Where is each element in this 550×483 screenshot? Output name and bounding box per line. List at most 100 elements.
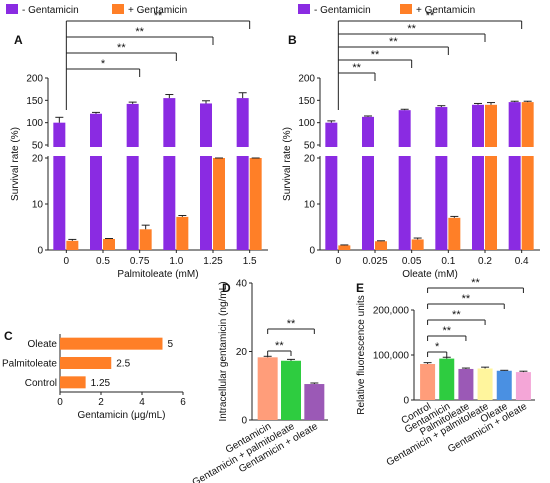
y-axis-label: Intracellular gentamicin (ng/mL) (218, 281, 229, 421)
bar (90, 113, 102, 250)
significance-label: ** (135, 26, 144, 38)
y-tick-label: 150 (26, 96, 43, 107)
significance-label: ** (389, 36, 398, 48)
y-tick-label: 100 (26, 118, 43, 129)
bar (103, 238, 115, 250)
y-tick-label: 0 (403, 396, 409, 407)
legend-label: - Gentamicin (314, 5, 371, 16)
data-label: 2.5 (116, 359, 130, 370)
bar (60, 357, 112, 369)
axis-break-band (49, 147, 269, 156)
significance-label: ** (352, 62, 361, 74)
y-tick-label: 20 (236, 347, 248, 358)
bar (375, 241, 387, 250)
y-tick-label: 20 (304, 154, 316, 165)
x-tick-label: 0 (57, 397, 63, 408)
y-tick-label: 10 (304, 200, 316, 211)
significance-label: ** (407, 23, 416, 35)
bar (126, 103, 139, 250)
bar (411, 239, 424, 250)
bar (496, 370, 512, 400)
bar (236, 98, 249, 250)
axis-break (44, 147, 52, 156)
y-axis-label: Survival rate (%) (10, 127, 21, 201)
bar (139, 229, 152, 250)
bar (66, 240, 79, 250)
panel-label: E (356, 281, 364, 295)
legend-label: - Gentamicin (22, 5, 79, 16)
bar (435, 107, 448, 251)
bar (485, 104, 497, 250)
bar (249, 158, 262, 250)
x-tick-label: 2 (98, 397, 104, 408)
y-tick-label: 40 (236, 279, 248, 290)
y-tick-label: 0 (309, 246, 315, 257)
panel-label: C (4, 329, 13, 343)
significance-label: * (435, 341, 440, 353)
significance-label: ** (426, 10, 435, 22)
x-tick-label: 0.05 (402, 256, 422, 267)
bar (362, 116, 374, 250)
legend-label: + Gentamicin (128, 5, 187, 16)
panel-a: A - Gentamicin + Gentamicin Survival rate (… (6, 4, 269, 280)
y-tick-label: 200 (26, 74, 43, 85)
bar (213, 158, 225, 250)
y-tick-label: Oleate (28, 339, 58, 350)
bar (338, 245, 351, 250)
data-label: 5 (168, 339, 174, 350)
y-axis-label: Relative fluorescence units (356, 295, 367, 415)
legend-label: + Gentamicin (416, 5, 475, 16)
legend-swatch (298, 4, 310, 14)
y-tick-label: 0 (241, 416, 247, 427)
x-tick-label: 1.0 (169, 256, 183, 267)
x-axis-label: Palmitoleate (mM) (117, 269, 198, 280)
significance-label: ** (471, 277, 480, 289)
y-tick-label: Palmitoleate (2, 359, 57, 370)
legend-swatch (6, 4, 18, 14)
y-tick-label: 100 (298, 118, 315, 129)
x-tick-label: 0.5 (96, 256, 110, 267)
bar (60, 376, 86, 389)
data-label: 1.25 (91, 378, 111, 389)
x-axis-label: Gentamicin (μg/mL) (77, 410, 165, 421)
x-tick-label: 1.5 (243, 256, 257, 267)
bar (163, 98, 176, 250)
axis-break (316, 147, 324, 156)
y-tick-label: Control (25, 378, 57, 389)
axis-break-band (321, 147, 541, 156)
y-tick-label: 0 (37, 246, 43, 257)
bar (472, 104, 484, 250)
y-axis-label: Survival rate (%) (282, 127, 293, 201)
significance-label: ** (287, 318, 296, 330)
bar (521, 102, 534, 251)
significance-label: ** (371, 49, 380, 61)
significance-label: ** (275, 340, 284, 352)
y-tick-label: 10 (32, 200, 44, 211)
significance-label: ** (117, 42, 126, 54)
bar (200, 103, 212, 251)
bar (53, 122, 66, 250)
bar (60, 337, 163, 350)
x-tick-label: 6 (180, 397, 186, 408)
panel-c: C Oleate 5 Palmitoleate 2.5 Control 1.25 0 2 4 6 Ge… (2, 329, 186, 421)
significance-label: ** (462, 293, 471, 305)
x-tick-label: 0 (64, 256, 70, 267)
bar (458, 368, 474, 400)
x-tick-label: 0 (336, 256, 342, 267)
bar (325, 122, 338, 250)
significance-label: ** (452, 309, 461, 321)
x-tick-label: 0.2 (478, 256, 492, 267)
y-tick-label: 20 (32, 154, 44, 165)
y-tick-label: 150 (298, 96, 315, 107)
x-axis-label: Oleate (mM) (402, 269, 458, 280)
x-tick-label: 0.025 (362, 256, 387, 267)
significance-label: ** (442, 325, 451, 337)
legend-swatch (112, 4, 124, 14)
x-tick-label: 0.75 (130, 256, 150, 267)
x-tick-label: 4 (139, 397, 145, 408)
significance-label: ** (154, 10, 163, 22)
y-tick-label: 200 (298, 74, 315, 85)
bar (448, 217, 461, 250)
